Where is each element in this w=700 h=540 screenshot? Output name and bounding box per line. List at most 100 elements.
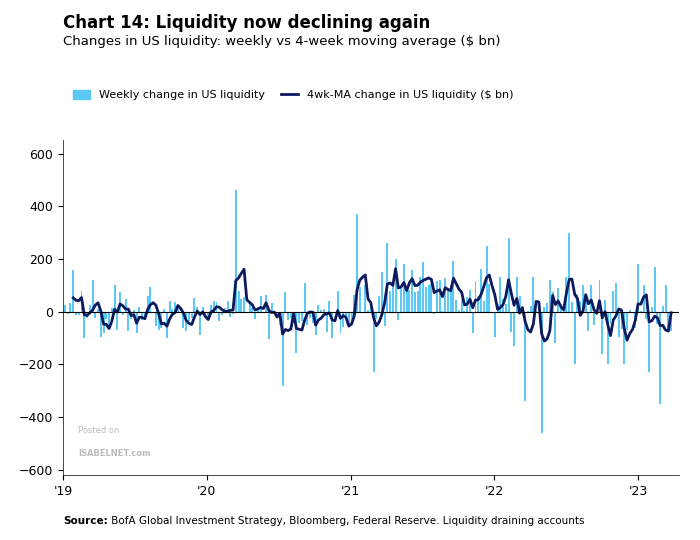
Bar <box>304 284 306 312</box>
Bar <box>395 259 397 312</box>
Bar <box>508 238 510 312</box>
Bar <box>125 299 127 312</box>
Bar <box>626 312 628 330</box>
Bar <box>69 303 71 312</box>
Bar <box>130 312 132 319</box>
Bar <box>210 305 212 312</box>
Bar <box>540 312 542 433</box>
Bar <box>66 312 69 314</box>
Bar <box>287 312 289 320</box>
Bar <box>351 312 353 325</box>
Bar <box>227 301 228 312</box>
Bar <box>433 312 435 314</box>
Bar <box>111 308 113 312</box>
Bar <box>348 312 350 326</box>
Bar <box>568 233 570 312</box>
Bar <box>326 312 328 332</box>
Bar <box>133 310 135 312</box>
Bar <box>367 310 369 312</box>
Bar <box>502 299 504 312</box>
Text: BofA Global Investment Strategy, Bloomberg, Federal Reserve. Liquidity draining : BofA Global Investment Strategy, Bloombe… <box>108 516 585 526</box>
Bar <box>452 261 454 312</box>
Bar <box>455 300 457 312</box>
Bar <box>240 299 242 312</box>
Bar <box>489 285 490 312</box>
Bar <box>119 293 121 312</box>
Bar <box>378 296 380 312</box>
Bar <box>516 278 518 312</box>
Bar <box>563 303 565 312</box>
Bar <box>546 302 548 312</box>
Bar <box>251 308 253 312</box>
Bar <box>199 312 201 335</box>
Bar <box>598 280 601 312</box>
Bar <box>268 312 270 339</box>
Bar <box>345 312 347 319</box>
Bar <box>234 191 237 312</box>
Bar <box>623 312 625 364</box>
Bar <box>458 310 460 312</box>
Bar <box>494 312 496 337</box>
Bar <box>254 312 256 319</box>
Bar <box>116 312 118 330</box>
Bar <box>416 291 419 312</box>
Bar <box>237 291 239 312</box>
Bar <box>577 294 578 312</box>
Bar <box>430 284 433 312</box>
Bar <box>422 261 424 312</box>
Bar <box>72 269 74 312</box>
Bar <box>645 312 648 319</box>
Bar <box>246 312 248 313</box>
Bar <box>331 312 333 338</box>
Bar <box>113 286 116 312</box>
Bar <box>298 312 300 323</box>
Bar <box>320 310 322 312</box>
Bar <box>108 312 110 325</box>
Bar <box>100 312 102 337</box>
Bar <box>337 291 339 312</box>
Bar <box>323 309 325 312</box>
Bar <box>510 312 512 332</box>
Bar <box>483 301 485 312</box>
Bar <box>631 312 634 313</box>
Bar <box>428 286 430 312</box>
Bar <box>519 296 521 312</box>
Bar <box>634 312 636 328</box>
Bar <box>174 302 176 312</box>
Bar <box>648 312 650 373</box>
Bar <box>271 303 272 312</box>
Bar <box>260 295 262 312</box>
Bar <box>295 312 298 353</box>
Bar <box>620 312 622 329</box>
Bar <box>359 287 360 312</box>
Bar <box>463 311 466 312</box>
Text: Posted on: Posted on <box>78 426 120 435</box>
Bar <box>160 312 162 328</box>
Bar <box>105 312 107 319</box>
Bar <box>442 311 443 312</box>
Bar <box>587 312 589 330</box>
Bar <box>596 312 598 313</box>
Bar <box>560 303 562 312</box>
Bar <box>248 301 251 312</box>
Bar <box>469 289 471 312</box>
Bar <box>566 278 568 312</box>
Bar <box>554 312 556 343</box>
Bar <box>166 312 168 338</box>
Bar <box>607 312 609 364</box>
Bar <box>307 312 309 325</box>
Bar <box>436 281 438 312</box>
Bar <box>188 312 190 321</box>
Bar <box>127 312 130 330</box>
Bar <box>204 312 206 317</box>
Bar <box>447 288 449 312</box>
Bar <box>643 286 645 312</box>
Bar <box>629 310 631 312</box>
Bar <box>122 312 124 315</box>
Bar <box>414 292 416 312</box>
Bar <box>552 292 554 312</box>
Bar <box>543 307 545 312</box>
Bar <box>381 272 383 312</box>
Bar <box>265 295 267 312</box>
Bar <box>372 312 375 373</box>
